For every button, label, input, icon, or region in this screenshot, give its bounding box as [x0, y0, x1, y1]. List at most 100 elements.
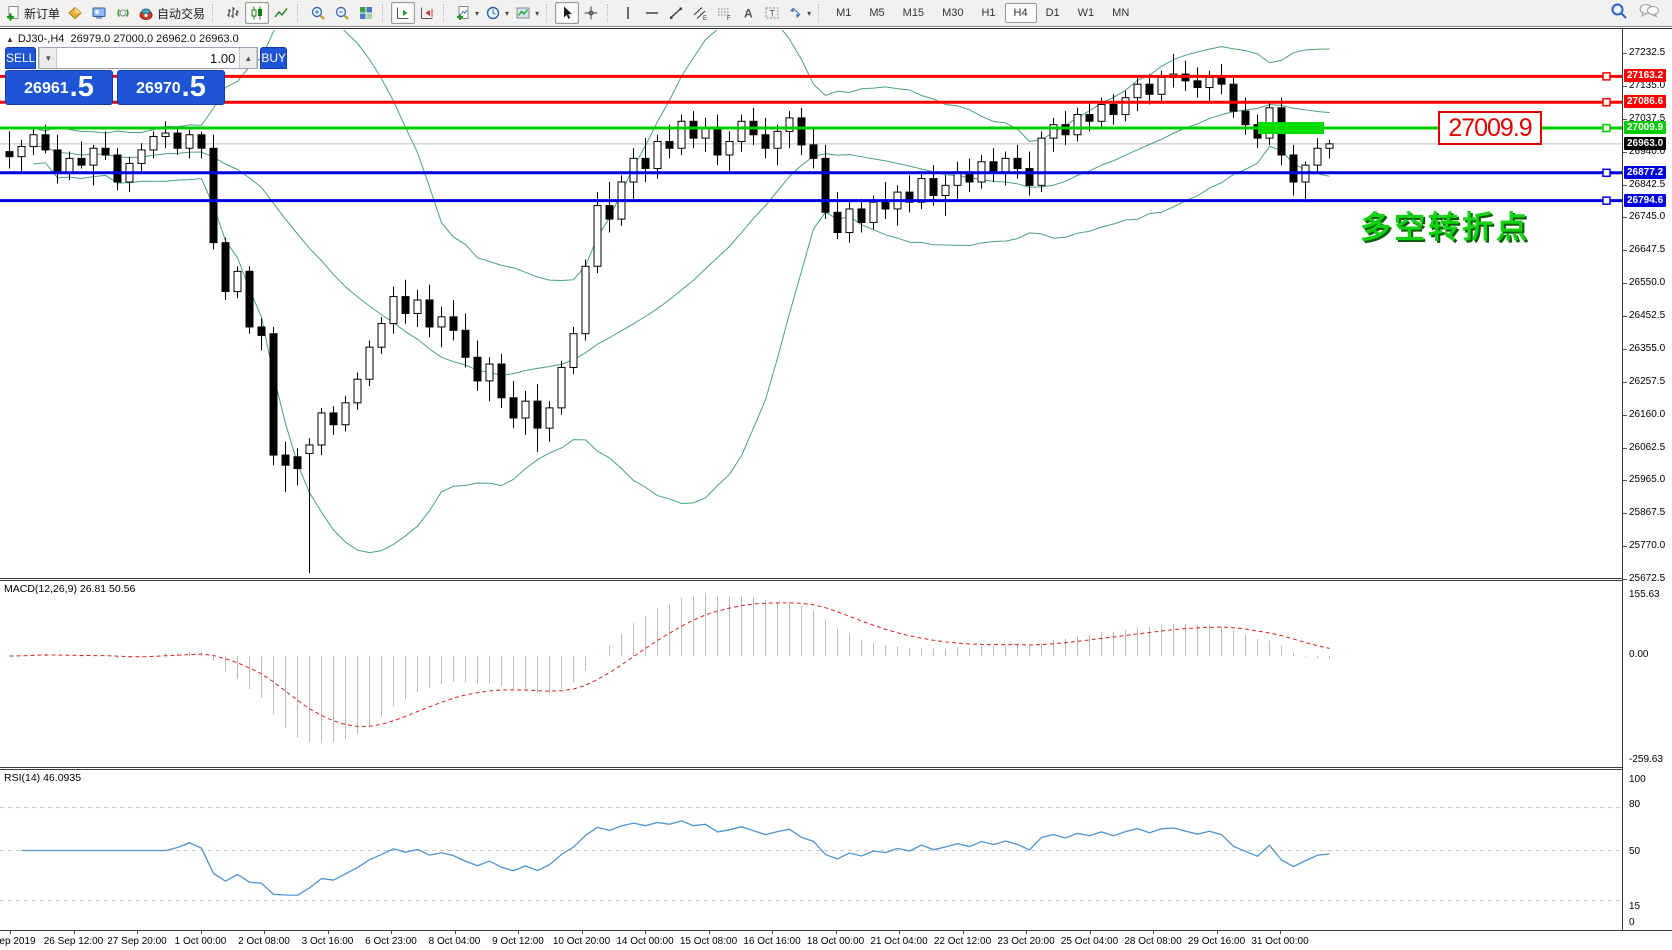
collapse-triangle-icon[interactable]: ▲ [6, 35, 14, 44]
rsi-canvas[interactable] [0, 770, 1622, 930]
time-label: 6 Oct 23:00 [365, 936, 417, 947]
price-chart-canvas[interactable] [0, 30, 1622, 578]
time-tick [137, 931, 138, 934]
crosshair-icon [583, 5, 599, 21]
one-click-trading-panel: SELL ▼ ▲ BUY 26961.5 26970.5 [5, 47, 288, 105]
buy-button[interactable]: BUY [260, 47, 288, 69]
timeframe-M1[interactable]: M1 [836, 7, 852, 19]
market-watch-icon [91, 5, 107, 21]
zoom-in-icon [310, 5, 326, 21]
trendline-icon [668, 5, 684, 21]
new-order-label: 新订单 [24, 6, 61, 21]
axis-tick [1623, 283, 1627, 285]
text-label-button[interactable]: T [760, 2, 784, 24]
timeframe-M5[interactable]: M5 [869, 7, 885, 19]
search-icon[interactable] [1610, 2, 1628, 25]
time-label: 9 Oct 12:00 [492, 936, 544, 947]
bar-chart-button[interactable] [221, 2, 245, 24]
tile-windows-icon [358, 5, 374, 21]
new-order-button[interactable]: 新订单 [2, 2, 63, 24]
time-tick [200, 931, 202, 934]
time-tick [391, 931, 392, 934]
axis-tick [1623, 348, 1627, 350]
axis-tick-label: 27037.5 [1629, 112, 1666, 124]
fibonacci-button[interactable]: F [712, 2, 736, 24]
panel-separator[interactable] [0, 578, 1672, 581]
timeframe-W1[interactable]: W1 [1077, 7, 1095, 19]
chart-window: ▲ DJ30-,H4 26979.0 27000.0 26962.0 26963.… [0, 28, 1672, 950]
sell-button[interactable]: SELL [5, 47, 37, 69]
chart-text-annotation[interactable]: 多空转折点 [1360, 210, 1530, 245]
axis-tick-label: 26452.5 [1629, 310, 1666, 321]
arrows-button[interactable]: ▾ [784, 2, 814, 24]
toolbar: 新订单 自动交易 [0, 0, 1672, 27]
panel-separator[interactable] [0, 767, 1672, 770]
time-tick [327, 931, 329, 934]
chart-shift-button[interactable] [415, 2, 439, 24]
timeframe-MN[interactable]: MN [1112, 7, 1130, 19]
time-label: 26 Sep 12:00 [43, 936, 104, 947]
zoom-out-button[interactable] [330, 2, 354, 24]
time-tick [1153, 931, 1154, 934]
axis-tick [1623, 381, 1627, 383]
timeframe-H4[interactable]: H4 [1004, 3, 1037, 23]
new-order-icon [5, 5, 21, 21]
volume-input[interactable] [57, 48, 240, 68]
rsi-indicator-panel[interactable]: RSI(14) 46.0935 [0, 770, 1622, 930]
buy-price-display[interactable]: 26970.5 [117, 70, 225, 105]
macd-indicator-panel[interactable]: MACD(12,26,9) 26.81 50.56 [0, 581, 1622, 767]
time-tick [962, 931, 964, 934]
time-label: 21 Oct 04:00 [870, 936, 928, 947]
timeframe-D1[interactable]: D1 [1045, 7, 1060, 19]
fibonacci-icon: F [716, 5, 732, 21]
auto-trading-button[interactable]: 自动交易 [135, 2, 208, 24]
new-chart-button[interactable]: ▾ [452, 2, 482, 24]
macd-canvas[interactable] [0, 581, 1622, 767]
signals-button[interactable] [111, 2, 135, 24]
axis-tick [1623, 85, 1627, 87]
toolbar-separator [443, 4, 448, 22]
period-button[interactable]: ▾ [482, 2, 512, 24]
volume-increase-button[interactable]: ▲ [239, 48, 258, 68]
chat-icon[interactable] [1638, 2, 1660, 25]
charts-profile-button[interactable] [63, 2, 87, 24]
time-label: 16 Oct 16:00 [743, 936, 801, 947]
svg-text:E: E [703, 16, 707, 21]
svg-text:A: A [744, 7, 753, 21]
horizontal-line-button[interactable] [640, 2, 664, 24]
vertical-line-button[interactable] [616, 2, 640, 24]
time-tick [581, 931, 583, 934]
timeframe-H1[interactable]: H1 [981, 7, 996, 19]
volume-decrease-button[interactable]: ▼ [39, 48, 58, 68]
sell-price-display[interactable]: 26961.5 [5, 70, 113, 105]
time-label: 14 Oct 00:00 [616, 936, 674, 947]
timeframe-M15[interactable]: M15 [902, 7, 925, 19]
line-chart-button[interactable] [269, 2, 293, 24]
text-button[interactable]: A [736, 2, 760, 24]
time-label: 10 Oct 20:00 [552, 936, 611, 947]
axis-tick-label: 0 [1629, 917, 1635, 928]
auto-trading-label: 自动交易 [157, 6, 206, 21]
axis-tick-label: 50 [1629, 846, 1641, 857]
price-callout-label[interactable]: 27009.9 [1438, 111, 1542, 145]
candlestick-chart-button[interactable] [245, 2, 270, 24]
axis-price-label: 26794.6 [1624, 193, 1667, 207]
template-button[interactable]: ▾ [512, 2, 542, 24]
timeframe-M30[interactable]: M30 [942, 7, 964, 19]
trendline-button[interactable] [664, 2, 688, 24]
axis-tick-label: 15 [1629, 901, 1641, 912]
time-label: 15 Oct 08:00 [679, 936, 738, 947]
crosshair-button[interactable] [579, 2, 603, 24]
tile-windows-button[interactable] [354, 2, 378, 24]
main-chart-panel[interactable]: ▲ DJ30-,H4 26979.0 27000.0 26962.0 26963.… [0, 30, 1622, 578]
zoom-in-button[interactable] [306, 2, 330, 24]
equidistant-channel-button[interactable]: E [688, 2, 712, 24]
time-label: 18 Oct 00:00 [806, 936, 865, 947]
market-watch-button[interactable] [87, 2, 111, 24]
cursor-button[interactable] [555, 2, 580, 24]
price-axis[interactable]: 27232.5 27135.0 27037.5 26940.0 26842.5 26745… [1622, 29, 1672, 930]
auto-scroll-button[interactable] [391, 2, 416, 24]
line-chart-icon [273, 5, 289, 21]
time-tick [645, 931, 646, 934]
